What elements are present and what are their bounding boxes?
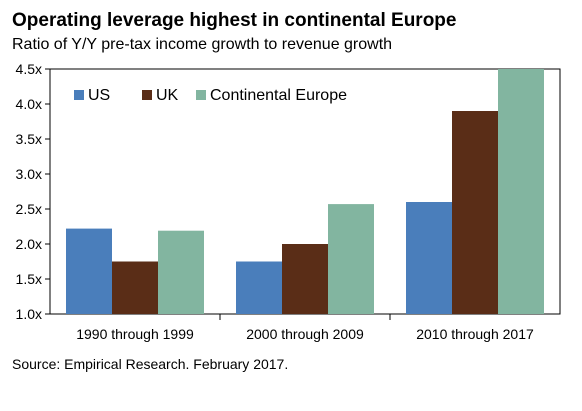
y-tick-label: 2.5x (16, 201, 42, 217)
legend-label: US (88, 87, 110, 104)
bar-continental-europe (158, 230, 204, 314)
y-tick-label: 1.5x (16, 271, 42, 287)
y-tick-label: 4.0x (16, 96, 42, 112)
legend-swatch (142, 90, 152, 100)
bar-us (236, 261, 282, 314)
chart-subtitle: Ratio of Y/Y pre-tax income growth to re… (12, 36, 393, 53)
bar-uk (452, 111, 498, 314)
legend-swatch (196, 90, 206, 100)
y-tick-label: 2.0x (16, 236, 42, 252)
y-tick-label: 3.5x (16, 131, 42, 147)
bar-uk (282, 244, 328, 314)
bar-us (406, 202, 452, 314)
x-tick-label: 2010 through 2017 (416, 326, 534, 342)
source-note: Source: Empirical Research. February 201… (12, 356, 289, 372)
x-tick-label: 1990 through 1999 (76, 326, 194, 342)
legend-label: UK (156, 87, 179, 104)
y-tick-label: 4.5x (16, 61, 42, 77)
chart-title: Operating leverage highest in continenta… (12, 10, 457, 31)
bar-uk (112, 261, 158, 314)
y-tick-label: 1.0x (16, 306, 42, 322)
bar-continental-europe (498, 69, 544, 314)
legend-label: Continental Europe (210, 87, 347, 104)
x-tick-label: 2000 through 2009 (246, 326, 364, 342)
bar-us (66, 228, 112, 314)
legend-swatch (74, 90, 84, 100)
bar-continental-europe (328, 204, 374, 314)
y-tick-label: 3.0x (16, 166, 42, 182)
